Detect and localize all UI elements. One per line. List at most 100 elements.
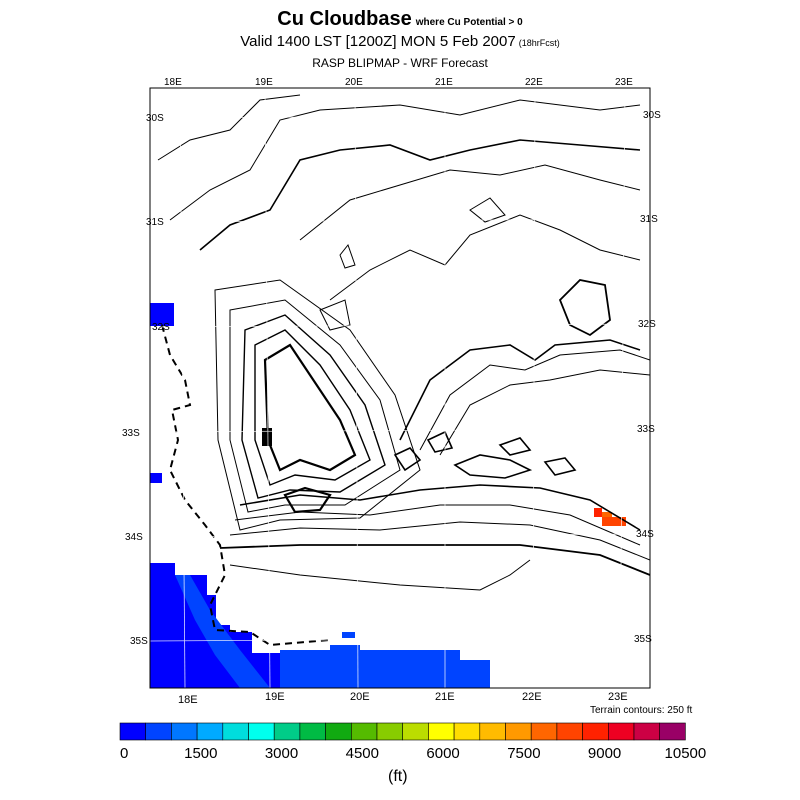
terrain-contour [419, 349, 650, 451]
terrain-contour [469, 197, 506, 223]
colorbar-tick-label: 1500 [184, 745, 217, 762]
terrain-contour [329, 214, 641, 301]
lat-label: 31S [640, 214, 658, 225]
terrain-contour [239, 484, 641, 531]
terrain-contours [157, 94, 650, 647]
lat-label: 30S [643, 110, 661, 121]
terrain-contour [299, 164, 641, 241]
lon-label: 19E [265, 691, 285, 703]
cloudbase-fill-coast [175, 575, 270, 688]
lon-label: 21E [435, 77, 453, 88]
terrain-contour [254, 329, 371, 486]
terrain-contour [263, 343, 357, 472]
terrain-contour [262, 428, 272, 446]
colorbar-tick-label: 10500 [665, 745, 707, 762]
colorbar-tick-label: 7500 [507, 745, 540, 762]
forecast-hours: (18hrFcst) [518, 38, 560, 48]
terrain-contour [426, 430, 454, 453]
colorbar-cell [222, 722, 249, 741]
map-title: Cu Cloudbase where Cu Potential > 0 [0, 8, 800, 31]
colorbar-cell [145, 722, 172, 741]
terrain-contour-note: Terrain contours: 250 ft [590, 705, 693, 716]
lat-label: 35S [130, 636, 148, 647]
lon-labels-top: 18E 19E 20E 21E 22E 23E [164, 77, 633, 88]
terrain-contour [219, 544, 650, 576]
terrain-contour [199, 139, 641, 251]
coastline [161, 324, 331, 647]
terrain-contour [169, 99, 641, 221]
lat-label: 30S [146, 113, 164, 124]
terrain-contour [229, 299, 401, 513]
cloudbase-fill-cell [594, 508, 602, 517]
colorbar-tick-label: 6000 [426, 745, 459, 762]
lon-label: 19E [255, 77, 273, 88]
colorbar-cell [299, 722, 326, 741]
colorbar-tick-label: 3000 [265, 745, 298, 762]
lat-label: 34S [125, 532, 143, 543]
colorbar-cell [659, 722, 686, 741]
lat-label: 31S [146, 217, 164, 228]
title-main: Cu Cloudbase [277, 8, 412, 30]
cloudbase-fill-cell [150, 473, 162, 483]
terrain-contour [339, 243, 356, 269]
terrain-contour [399, 339, 641, 441]
colorbar-cell [505, 722, 532, 741]
colorbar-cell [402, 722, 429, 741]
cloudbase-fill-cell [602, 517, 626, 526]
colorbar-cell [530, 722, 558, 741]
colorbar-unit: (ft) [388, 768, 408, 785]
source-line: RASP BLIPMAP - WRF Forecast [312, 56, 488, 70]
lat-label: 34S [636, 529, 654, 540]
colorbar-cell [633, 722, 661, 741]
lon-label: 21E [435, 691, 455, 703]
terrain-contour [439, 369, 650, 456]
colorbar-cell [171, 722, 198, 741]
terrain-contour [241, 314, 386, 499]
colorbar-cell [582, 722, 609, 741]
cloudbase-fill-shelf [280, 645, 490, 688]
colorbar-cell [273, 722, 301, 741]
lon-label: 23E [608, 691, 628, 703]
colorbar-cell [119, 722, 147, 741]
terrain-contour [283, 486, 332, 514]
lon-label: 18E [164, 77, 182, 88]
colorbar-ticks: 0 1500 3000 4500 6000 7500 9000 10500 [120, 745, 706, 762]
lat-labels-left: 30S 31S 32S 33S 34S 35S [122, 113, 170, 647]
colorbar-tick-label: 4500 [346, 745, 379, 762]
colorbar-cell [248, 722, 275, 741]
colorbar-cell [479, 722, 506, 741]
lon-label: 20E [350, 691, 370, 703]
lon-label: 18E [178, 694, 198, 706]
lat-label: 35S [634, 634, 652, 645]
colorbar-cell [453, 722, 481, 741]
lon-labels-bottom: 18E 19E 20E 21E 22E 23E [178, 691, 628, 706]
colorbar-cell [325, 722, 352, 741]
map-frame [149, 87, 651, 689]
cloudbase-fill-cell [342, 632, 355, 638]
valid-time: Valid 1400 LST [1200Z] MON 5 Feb 2007 [240, 33, 516, 50]
colorbar-cell [196, 722, 224, 741]
terrain-contour [229, 521, 650, 561]
lat-labels-right: 30S 31S 32S 33S 34S 35S [634, 110, 661, 645]
terrain-contour [214, 279, 421, 531]
terrain-contour [543, 457, 577, 476]
terrain-contour [319, 299, 351, 331]
terrain-contour [558, 279, 611, 337]
colorbar-tick-label: 9000 [588, 745, 621, 762]
lon-label: 20E [345, 77, 363, 88]
colorbar-cell [607, 722, 635, 741]
terrain-contour [229, 559, 531, 591]
valid-time-line: Valid 1400 LST [1200Z] MON 5 Feb 2007 (18… [0, 33, 800, 50]
colorbar-cell [376, 722, 404, 741]
colorbar-cell [350, 722, 378, 741]
colorbar-cell [556, 722, 583, 741]
terrain-contour [498, 437, 532, 456]
cloudbase-fill-cell [150, 303, 174, 326]
lon-label: 22E [525, 77, 543, 88]
lat-label: 32S [638, 319, 656, 330]
terrain-contour [453, 454, 533, 479]
terrain-contour [393, 447, 422, 472]
lon-label: 23E [615, 77, 633, 88]
colorbar-cell [428, 722, 455, 741]
